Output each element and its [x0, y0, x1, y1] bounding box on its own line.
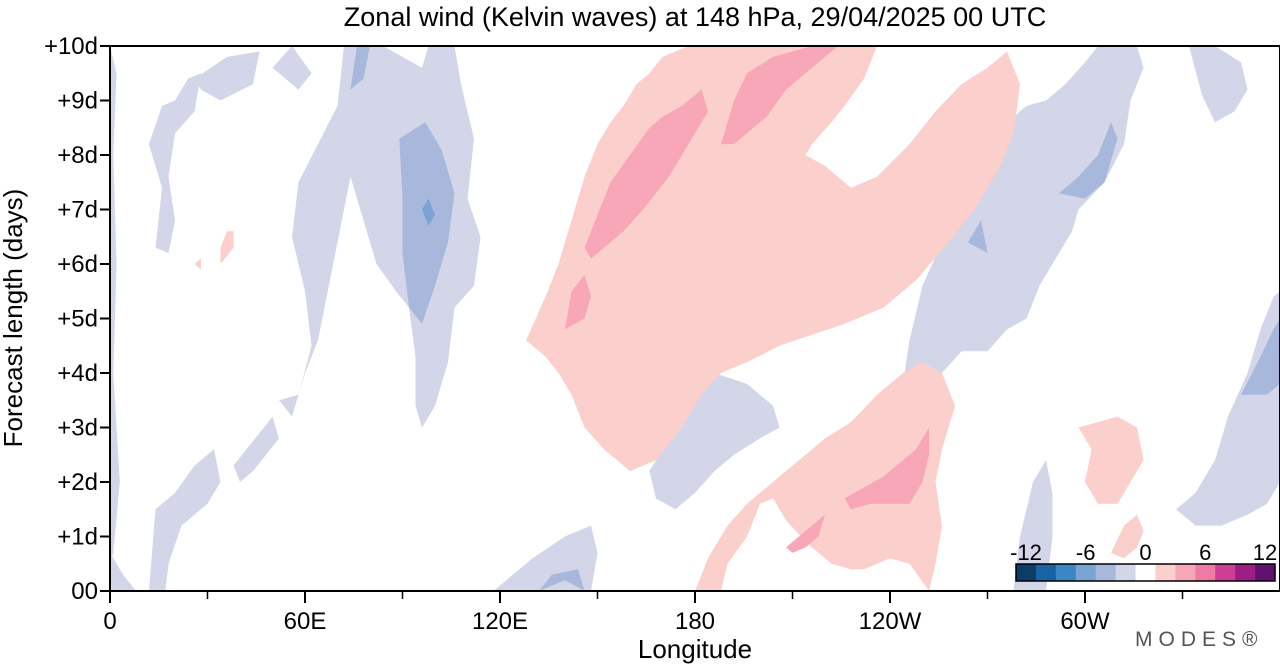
colorbar-swatch-5	[1115, 564, 1136, 581]
contour-region-10	[649, 373, 780, 510]
contour-region-11	[903, 46, 1144, 395]
colorbar-label-1: -6	[1076, 540, 1096, 565]
colorbar-label-4: 12	[1253, 540, 1277, 565]
contour-region-2	[149, 449, 221, 591]
chart-title: Zonal wind (Kelvin waves) at 148 hPa, 29…	[344, 2, 1046, 32]
x-tick-label-2: 120E	[472, 608, 528, 635]
contour-region-32	[786, 514, 825, 553]
colorbar-swatch-0	[1016, 564, 1037, 581]
y-tick-label-3: +3d	[57, 415, 98, 442]
contour-region-0	[110, 46, 120, 564]
colorbar-label-3: 6	[1199, 540, 1211, 565]
y-axis-label: Forecast length (days)	[0, 189, 28, 448]
y-tick-label-7: +7d	[57, 197, 98, 224]
y-tick-label-9: +9d	[57, 88, 98, 115]
modes-logo: MODES®	[1135, 628, 1263, 651]
colorbar-swatch-11	[1235, 564, 1256, 581]
contour-region-14	[1176, 291, 1280, 526]
y-tick-label-8: +8d	[57, 142, 98, 169]
colorbar-swatch-2	[1055, 564, 1077, 581]
contour-region-24	[1078, 416, 1144, 504]
contour-region-1	[110, 552, 136, 591]
contour-region-26	[220, 231, 234, 264]
x-axis-label: Longitude	[638, 634, 752, 664]
contour-region-17	[1059, 122, 1118, 199]
colorbar-swatch-7	[1155, 564, 1176, 581]
contour-region-30	[721, 46, 838, 145]
colorbar-label-0: -12	[1010, 540, 1042, 565]
y-tick-label-0: 00	[71, 578, 98, 605]
contour-region-31	[844, 427, 929, 510]
y-tick-label-4: +4d	[57, 360, 98, 387]
contour-region-23	[695, 362, 955, 591]
y-tick-label-5: +5d	[57, 306, 98, 333]
x-tick-label-0: 0	[103, 608, 116, 635]
contour-region-6	[272, 46, 312, 90]
contour-region-27	[194, 258, 201, 270]
colorbar: -12 -6 0 6 12	[1010, 540, 1277, 582]
x-tick-label-1: 60E	[284, 608, 327, 635]
colorbar-swatch-4	[1095, 564, 1116, 581]
x-tick-label-5: 60W	[1060, 608, 1110, 635]
y-tick-label-2: +2d	[57, 469, 98, 496]
contour-region-15	[399, 122, 455, 324]
contour-region-21	[422, 198, 435, 226]
contour-region-16	[350, 46, 370, 90]
contour-region-13	[1013, 460, 1053, 591]
contour-region-28	[584, 89, 708, 259]
colorbar-label-2: 0	[1139, 540, 1151, 565]
contour-region-5	[194, 51, 260, 101]
colorbar-frame	[1015, 563, 1276, 582]
y-axis: 00 +1d +2d +3d +4d +5d +6d +7d +8d +9d +10d	[44, 33, 110, 605]
colorbar-swatch-12	[1255, 564, 1276, 581]
colorbar-swatch-3	[1075, 564, 1096, 581]
y-tick-label-1: +1d	[57, 524, 98, 551]
contour-region-4	[149, 73, 201, 254]
contour-region-3	[233, 416, 279, 482]
colorbar-swatch-8	[1175, 564, 1196, 581]
y-tick-label-10: +10d	[44, 33, 98, 60]
contour-region-29	[565, 274, 591, 330]
colorbar-swatch-6	[1135, 564, 1156, 581]
contour-region-20	[968, 220, 988, 254]
y-tick-label-6: +6d	[57, 251, 98, 278]
contour-region-8	[422, 296, 435, 363]
contour-region-12	[1189, 46, 1248, 123]
x-axis: 0 60E 120E 180 120W 60W	[103, 591, 1184, 635]
x-tick-label-3: 180	[675, 608, 715, 635]
contour-region-19	[539, 569, 585, 591]
colorbar-swatch-1	[1035, 564, 1057, 581]
contour-fills	[110, 46, 1280, 591]
x-tick-label-4: 120W	[859, 608, 922, 635]
contour-region-18	[1241, 318, 1280, 395]
colorbar-swatch-10	[1215, 564, 1236, 581]
contour-region-25	[1111, 514, 1144, 559]
colorbar-swatch-9	[1195, 564, 1216, 581]
